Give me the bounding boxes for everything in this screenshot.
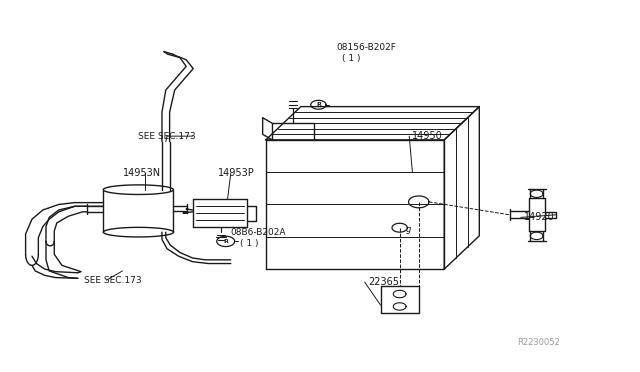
Text: 14953P: 14953P bbox=[218, 168, 255, 178]
Text: R2230052: R2230052 bbox=[518, 339, 560, 347]
Text: 08156-B202F: 08156-B202F bbox=[336, 43, 396, 52]
Text: SEE SEC.173: SEE SEC.173 bbox=[138, 132, 196, 141]
Text: 14920: 14920 bbox=[524, 212, 555, 222]
Text: ( 1 ): ( 1 ) bbox=[342, 54, 361, 63]
Text: ( 1 ): ( 1 ) bbox=[241, 239, 259, 248]
Text: 14953N: 14953N bbox=[122, 168, 161, 178]
Text: R: R bbox=[223, 239, 228, 244]
Text: 08B6-B202A: 08B6-B202A bbox=[231, 228, 286, 237]
Text: 14950: 14950 bbox=[412, 131, 443, 141]
Text: g: g bbox=[406, 225, 412, 234]
Text: SEE SEC.173: SEE SEC.173 bbox=[84, 276, 142, 285]
Text: R: R bbox=[316, 102, 321, 107]
Text: 22365: 22365 bbox=[368, 277, 399, 287]
